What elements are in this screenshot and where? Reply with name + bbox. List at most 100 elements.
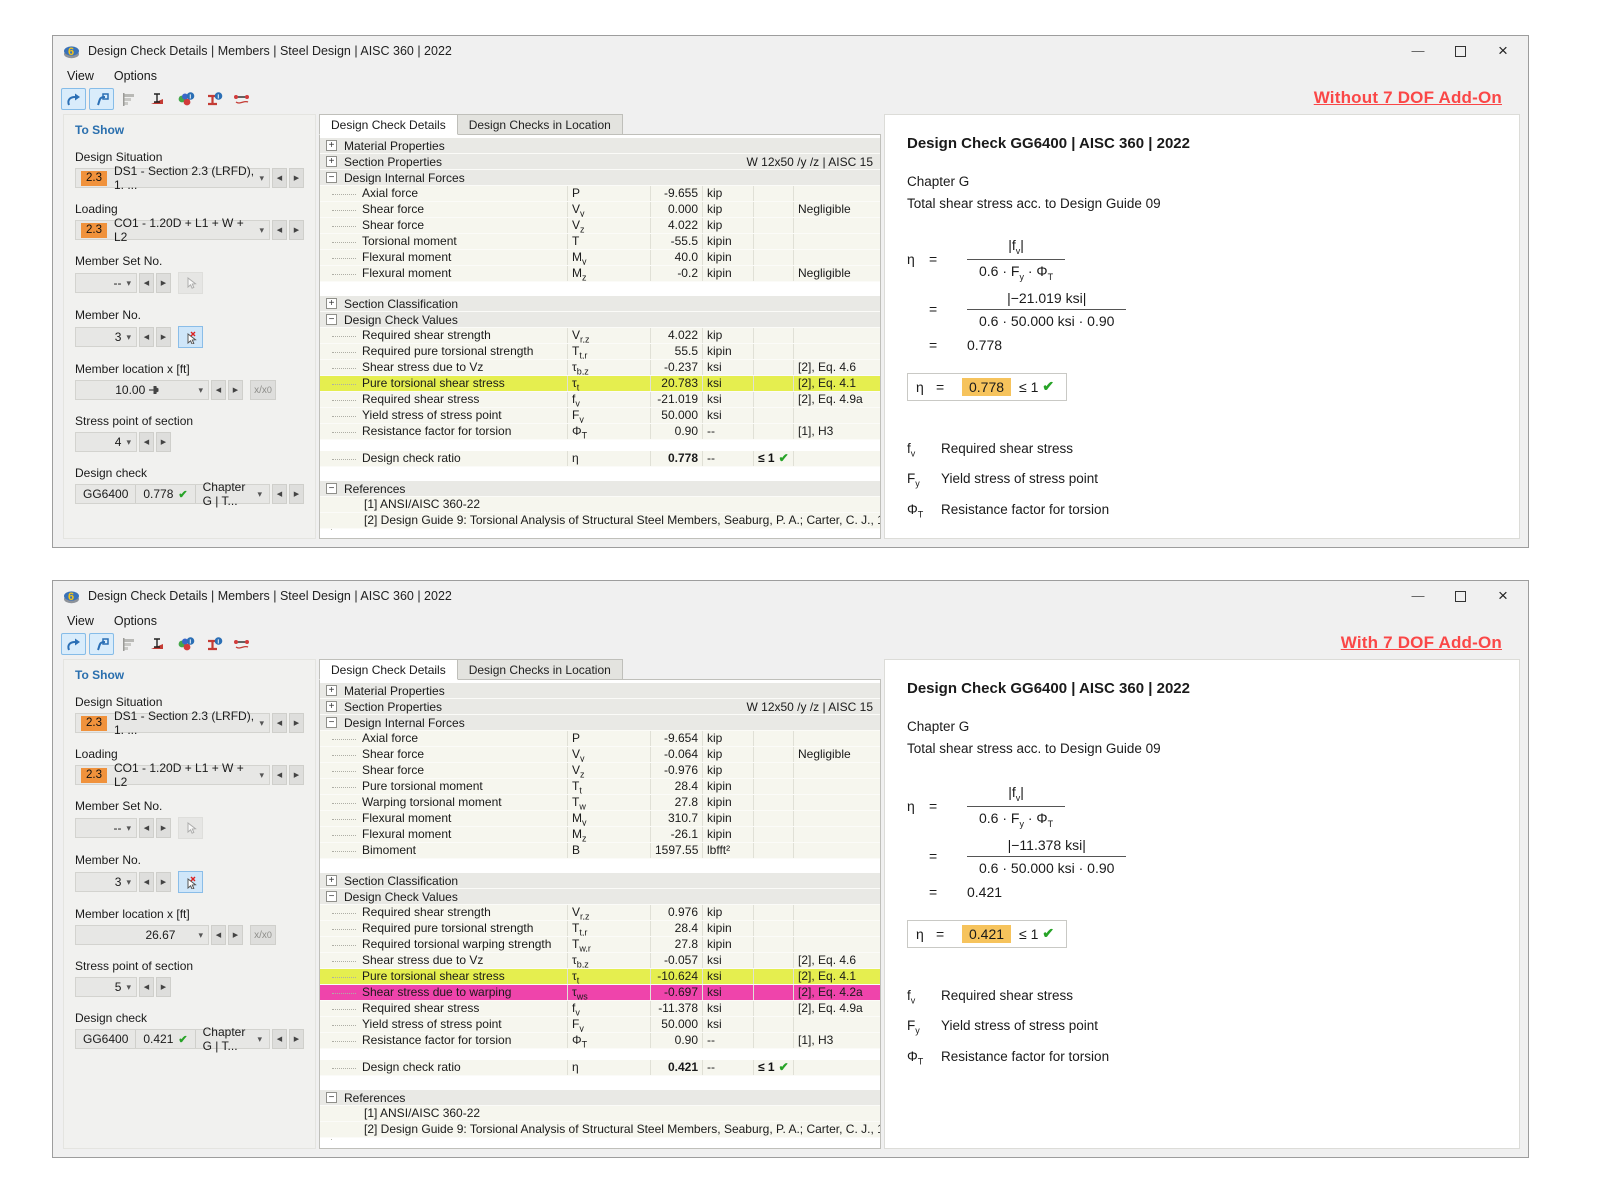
jump-forward-icon[interactable]	[89, 633, 114, 655]
tree-group-row[interactable]: + Section Properties W 12x50 /y /z | AISC …	[320, 154, 880, 170]
stress-point-select[interactable]: 4 ▾	[75, 432, 137, 452]
expand-toggle-icon[interactable]: −	[326, 483, 337, 494]
loading-select[interactable]: 2.3 CO1 - 1.20D + L1 + W + L2 ▾	[75, 761, 270, 789]
next-button[interactable]: ▶	[156, 273, 171, 293]
design-check-select[interactable]: GG6400 0.778 ✔ Chapter G | T... ▾	[75, 480, 270, 508]
chevron-down-icon[interactable]: ▾	[126, 981, 131, 992]
chevron-down-icon[interactable]: ▾	[126, 822, 131, 833]
prev-button[interactable]: ◀	[272, 1029, 287, 1049]
next-button[interactable]: ▶	[289, 713, 304, 733]
tab-design-checks-in-location[interactable]: Design Checks in Location	[457, 659, 623, 680]
prev-button[interactable]: ◀	[272, 168, 287, 188]
chevron-down-icon[interactable]: ▾	[259, 717, 264, 728]
expand-toggle-icon[interactable]: +	[326, 685, 337, 696]
next-button[interactable]: ▶	[228, 925, 243, 945]
member-location-select[interactable]: 10.00 ▾	[75, 380, 209, 400]
tree-group-row[interactable]: − Design Check Values	[320, 889, 880, 905]
expand-toggle-icon[interactable]: +	[326, 701, 337, 712]
menu-view[interactable]: View	[67, 69, 94, 83]
chevron-down-icon[interactable]: ▾	[126, 436, 131, 447]
relative-location-toggle[interactable]: x/x 0	[250, 925, 276, 945]
result-bars-icon[interactable]	[117, 88, 142, 110]
prev-button[interactable]: ◀	[272, 220, 287, 240]
tab-design-check-details[interactable]: Design Check Details	[319, 114, 458, 135]
stress-point-icon[interactable]	[145, 88, 170, 110]
member-location-select[interactable]: 26.67 ▾	[75, 925, 209, 945]
expand-toggle-icon[interactable]: −	[326, 717, 337, 728]
maximize-icon[interactable]	[1455, 590, 1466, 602]
design-situation-select[interactable]: 2.3 DS1 - Section 2.3 (LRFD), 1. ... ▾	[75, 164, 270, 192]
tree-group-row[interactable]: + Section Classification	[320, 873, 880, 889]
close-icon[interactable]: ×	[1498, 586, 1508, 605]
titlebar[interactable]: 6 Design Check Details | Members | Steel…	[53, 581, 1528, 611]
member-select[interactable]: 3 ▾	[75, 872, 137, 892]
member-set-select[interactable]: -- ▾	[75, 818, 137, 838]
chevron-down-icon[interactable]: ▾	[257, 1033, 262, 1044]
prev-button[interactable]: ◀	[139, 977, 154, 997]
member-diagram-icon[interactable]	[229, 633, 254, 655]
pick-member-set-icon[interactable]	[178, 272, 203, 294]
chevron-down-icon[interactable]: ▾	[126, 876, 131, 887]
member-set-select[interactable]: -- ▾	[75, 273, 137, 293]
chevron-down-icon[interactable]: ▾	[259, 172, 264, 183]
next-button[interactable]: ▶	[156, 977, 171, 997]
expand-toggle-icon[interactable]: −	[326, 314, 337, 325]
expand-toggle-icon[interactable]: −	[326, 172, 337, 183]
chevron-down-icon[interactable]: ▾	[259, 769, 264, 780]
tree-group-row[interactable]: + Section Classification	[320, 296, 880, 312]
prev-button[interactable]: ◀	[139, 273, 154, 293]
expand-toggle-icon[interactable]: +	[326, 298, 337, 309]
pick-member-set-icon[interactable]	[178, 817, 203, 839]
menu-options[interactable]: Options	[113, 69, 157, 83]
expand-toggle-icon[interactable]: −	[326, 1092, 337, 1103]
tree-group-row[interactable]: + Material Properties	[320, 683, 880, 699]
close-icon[interactable]: ×	[1498, 41, 1508, 60]
chevron-down-icon[interactable]: ▾	[126, 277, 131, 288]
tree-group-row[interactable]: − References	[320, 481, 880, 497]
chevron-down-icon[interactable]: ▾	[198, 929, 203, 940]
prev-button[interactable]: ◀	[272, 484, 287, 504]
next-button[interactable]: ▶	[156, 818, 171, 838]
prev-button[interactable]: ◀	[139, 432, 154, 452]
next-button[interactable]: ▶	[289, 1029, 304, 1049]
next-button[interactable]: ▶	[156, 327, 171, 347]
stress-point-icon[interactable]	[145, 633, 170, 655]
titlebar[interactable]: 6 Design Check Details | Members | Steel…	[53, 36, 1528, 66]
result-bars-icon[interactable]	[117, 633, 142, 655]
chevron-down-icon[interactable]: ▾	[259, 224, 264, 235]
prev-button[interactable]: ◀	[139, 327, 154, 347]
chevron-down-icon[interactable]: ▾	[198, 384, 203, 395]
tree-group-row[interactable]: − Design Internal Forces	[320, 170, 880, 186]
design-check-select[interactable]: GG6400 0.421 ✔ Chapter G | T... ▾	[75, 1025, 270, 1053]
chevron-down-icon[interactable]: ▾	[257, 488, 262, 499]
next-button[interactable]: ▶	[156, 872, 171, 892]
tree-group-row[interactable]: − References	[320, 1090, 880, 1106]
jump-back-icon[interactable]	[61, 88, 86, 110]
stress-point-select[interactable]: 5 ▾	[75, 977, 137, 997]
tab-design-check-details[interactable]: Design Check Details	[319, 659, 458, 680]
chevron-down-icon[interactable]: ▾	[126, 331, 131, 342]
loading-select[interactable]: 2.3 CO1 - 1.20D + L1 + W + L2 ▾	[75, 216, 270, 244]
pick-member-icon[interactable]	[178, 871, 203, 893]
next-button[interactable]: ▶	[289, 765, 304, 785]
design-situation-select[interactable]: 2.3 DS1 - Section 2.3 (LRFD), 1. ... ▾	[75, 709, 270, 737]
next-button[interactable]: ▶	[289, 220, 304, 240]
color-legend-info-icon[interactable]: i	[173, 88, 198, 110]
minimize-icon[interactable]: —	[1411, 588, 1425, 603]
prev-button[interactable]: ◀	[211, 380, 226, 400]
prev-button[interactable]: ◀	[272, 765, 287, 785]
next-button[interactable]: ▶	[156, 432, 171, 452]
prev-button[interactable]: ◀	[272, 713, 287, 733]
expand-toggle-icon[interactable]: +	[326, 140, 337, 151]
tree-group-row[interactable]: − Design Check Values	[320, 312, 880, 328]
tab-design-checks-in-location[interactable]: Design Checks in Location	[457, 114, 623, 135]
expand-toggle-icon[interactable]: +	[326, 875, 337, 886]
menu-view[interactable]: View	[67, 614, 94, 628]
member-select[interactable]: 3 ▾	[75, 327, 137, 347]
tree-group-row[interactable]: + Section Properties W 12x50 /y /z | AISC …	[320, 699, 880, 715]
tree-group-row[interactable]: − Design Internal Forces	[320, 715, 880, 731]
next-button[interactable]: ▶	[228, 380, 243, 400]
relative-location-toggle[interactable]: x/x 0	[250, 380, 276, 400]
prev-button[interactable]: ◀	[139, 872, 154, 892]
section-info-icon[interactable]: i	[201, 88, 226, 110]
